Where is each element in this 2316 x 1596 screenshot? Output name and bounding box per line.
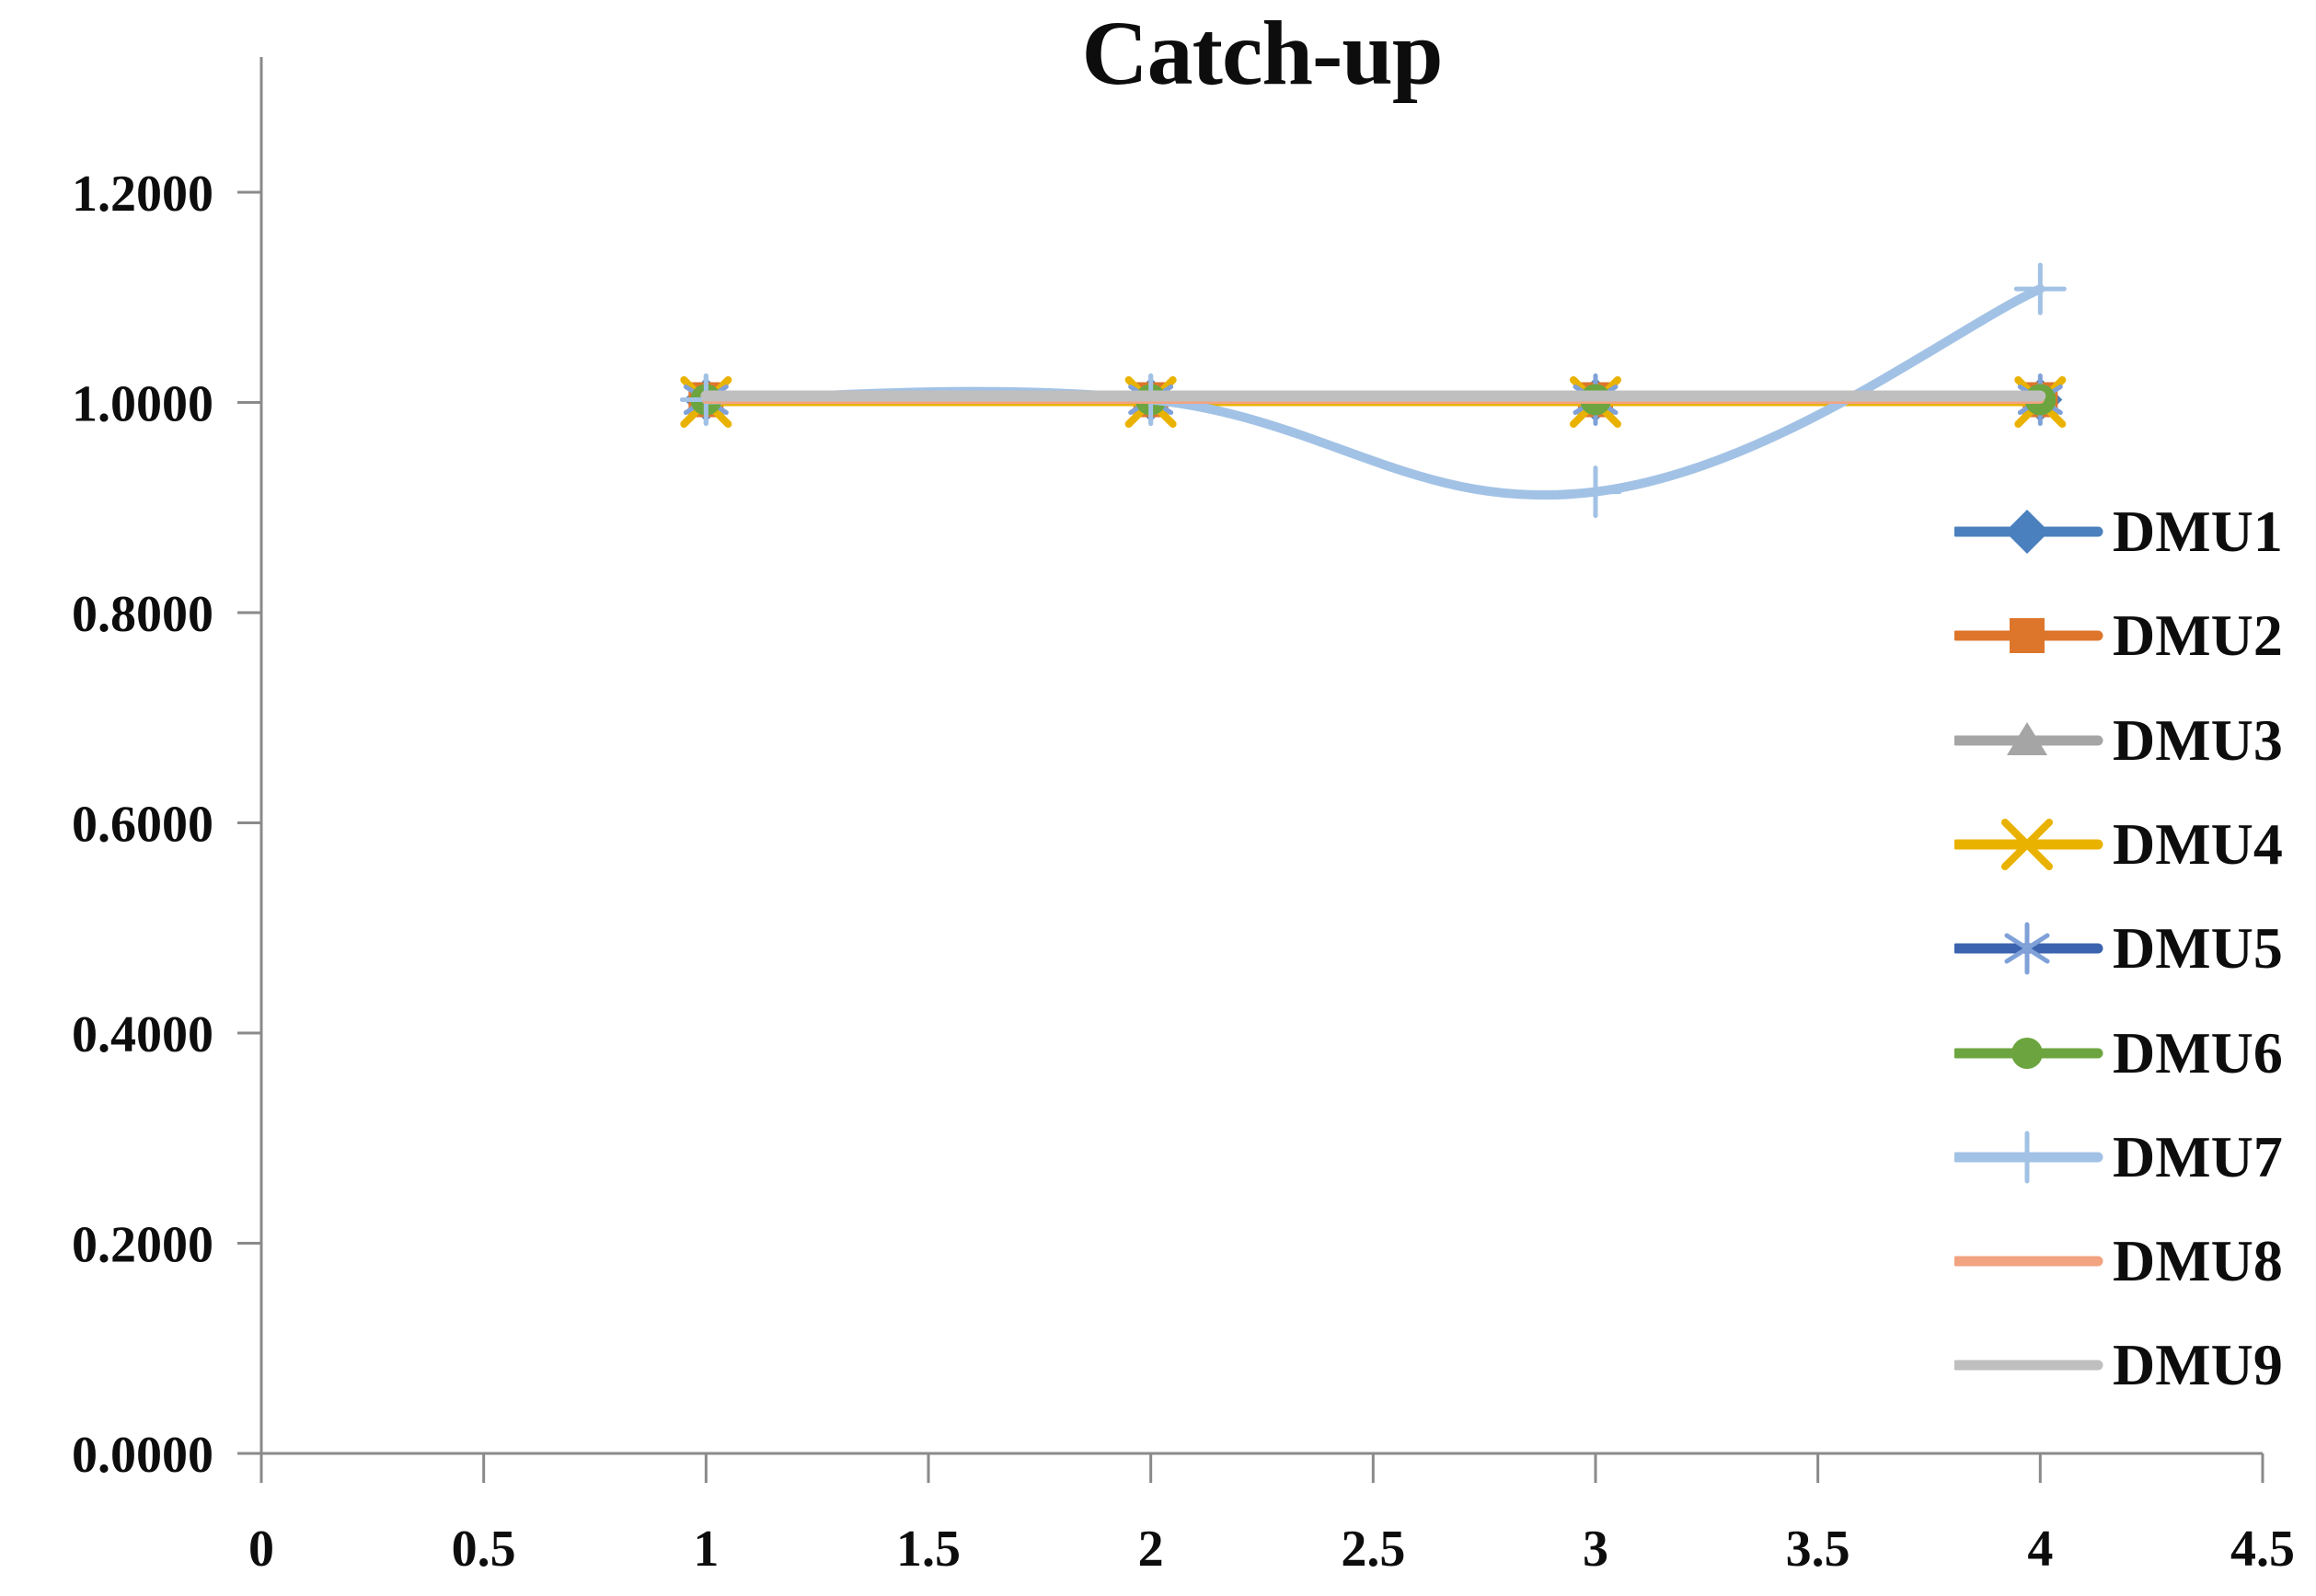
x-tick-label: 3.5 bbox=[1786, 1521, 1850, 1578]
legend-marker-circle-icon bbox=[1954, 1037, 2103, 1069]
x-tick-label: 2.5 bbox=[1341, 1521, 1405, 1578]
legend-item-DMU1: DMU1 bbox=[1954, 499, 2283, 564]
legend-item-DMU2: DMU2 bbox=[1954, 603, 2283, 668]
y-tick-label: 0.2000 bbox=[72, 1217, 213, 1274]
legend-item-DMU8: DMU8 bbox=[1954, 1229, 2283, 1293]
y-axis-ticks: 0.0000 0.2000 0.4000 0.6000 0.8000 1.0000 1.20… bbox=[72, 166, 261, 1484]
y-tick-label: 1.0000 bbox=[72, 376, 213, 433]
legend-item-label: DMU3 bbox=[2113, 706, 2283, 773]
legend-item-DMU6: DMU6 bbox=[1954, 1019, 2283, 1085]
legend-marker-square-icon bbox=[1954, 618, 2103, 654]
legend-marker-diamond-icon bbox=[1954, 510, 2103, 554]
legend-item-label: DMU5 bbox=[2113, 915, 2283, 982]
chart-title: Catch-up bbox=[1081, 2, 1443, 104]
legend-item-label: DMU2 bbox=[2113, 603, 2283, 669]
legend-marker-none-icon bbox=[1954, 1256, 2103, 1267]
x-tick-label: 1.5 bbox=[896, 1521, 961, 1578]
y-tick-label: 0.6000 bbox=[72, 797, 213, 854]
legend-item-label: DMU6 bbox=[2113, 1019, 2283, 1085]
legend-item-label: DMU8 bbox=[2113, 1228, 2283, 1294]
legend-marker-none-icon bbox=[1954, 1360, 2103, 1371]
x-tick-label: 4 bbox=[2027, 1521, 2053, 1578]
legend-marker-asterisk-icon bbox=[1954, 922, 2103, 975]
legend-item-DMU3: DMU3 bbox=[1954, 706, 2283, 773]
legend-marker-plus-icon bbox=[1954, 1131, 2103, 1184]
legend-item-label: DMU1 bbox=[2113, 499, 2283, 564]
y-tick-label: 0.8000 bbox=[72, 586, 213, 643]
x-tick-label: 0 bbox=[248, 1521, 274, 1578]
legend-item-label: DMU9 bbox=[2113, 1332, 2283, 1398]
legend-item-DMU7: DMU7 bbox=[1954, 1123, 2283, 1189]
y-tick-label: 0.0000 bbox=[72, 1427, 213, 1484]
x-axis-ticks: 0 0.5 1 1.5 2 2.5 3 3.5 4 4.5 bbox=[248, 1453, 2295, 1578]
y-tick-label: 1.2000 bbox=[72, 166, 213, 223]
legend-item-DMU9: DMU9 bbox=[1954, 1333, 2283, 1397]
legend-item-label: DMU7 bbox=[2113, 1123, 2283, 1189]
x-tick-label: 3 bbox=[1583, 1521, 1608, 1578]
legend-item-DMU5: DMU5 bbox=[1954, 916, 2283, 981]
legend-marker-xmark-icon bbox=[1954, 818, 2103, 870]
legend-item-label: DMU4 bbox=[2113, 810, 2283, 877]
legend-item-DMU4: DMU4 bbox=[1954, 810, 2283, 877]
y-tick-label: 0.4000 bbox=[72, 1006, 213, 1063]
x-tick-label: 4.5 bbox=[2230, 1521, 2295, 1578]
axes bbox=[239, 57, 2263, 1475]
x-tick-label: 1 bbox=[693, 1521, 719, 1578]
x-tick-label: 2 bbox=[1138, 1521, 1164, 1578]
x-tick-label: 0.5 bbox=[452, 1521, 516, 1578]
legend-marker-triangle-icon bbox=[1954, 721, 2103, 755]
